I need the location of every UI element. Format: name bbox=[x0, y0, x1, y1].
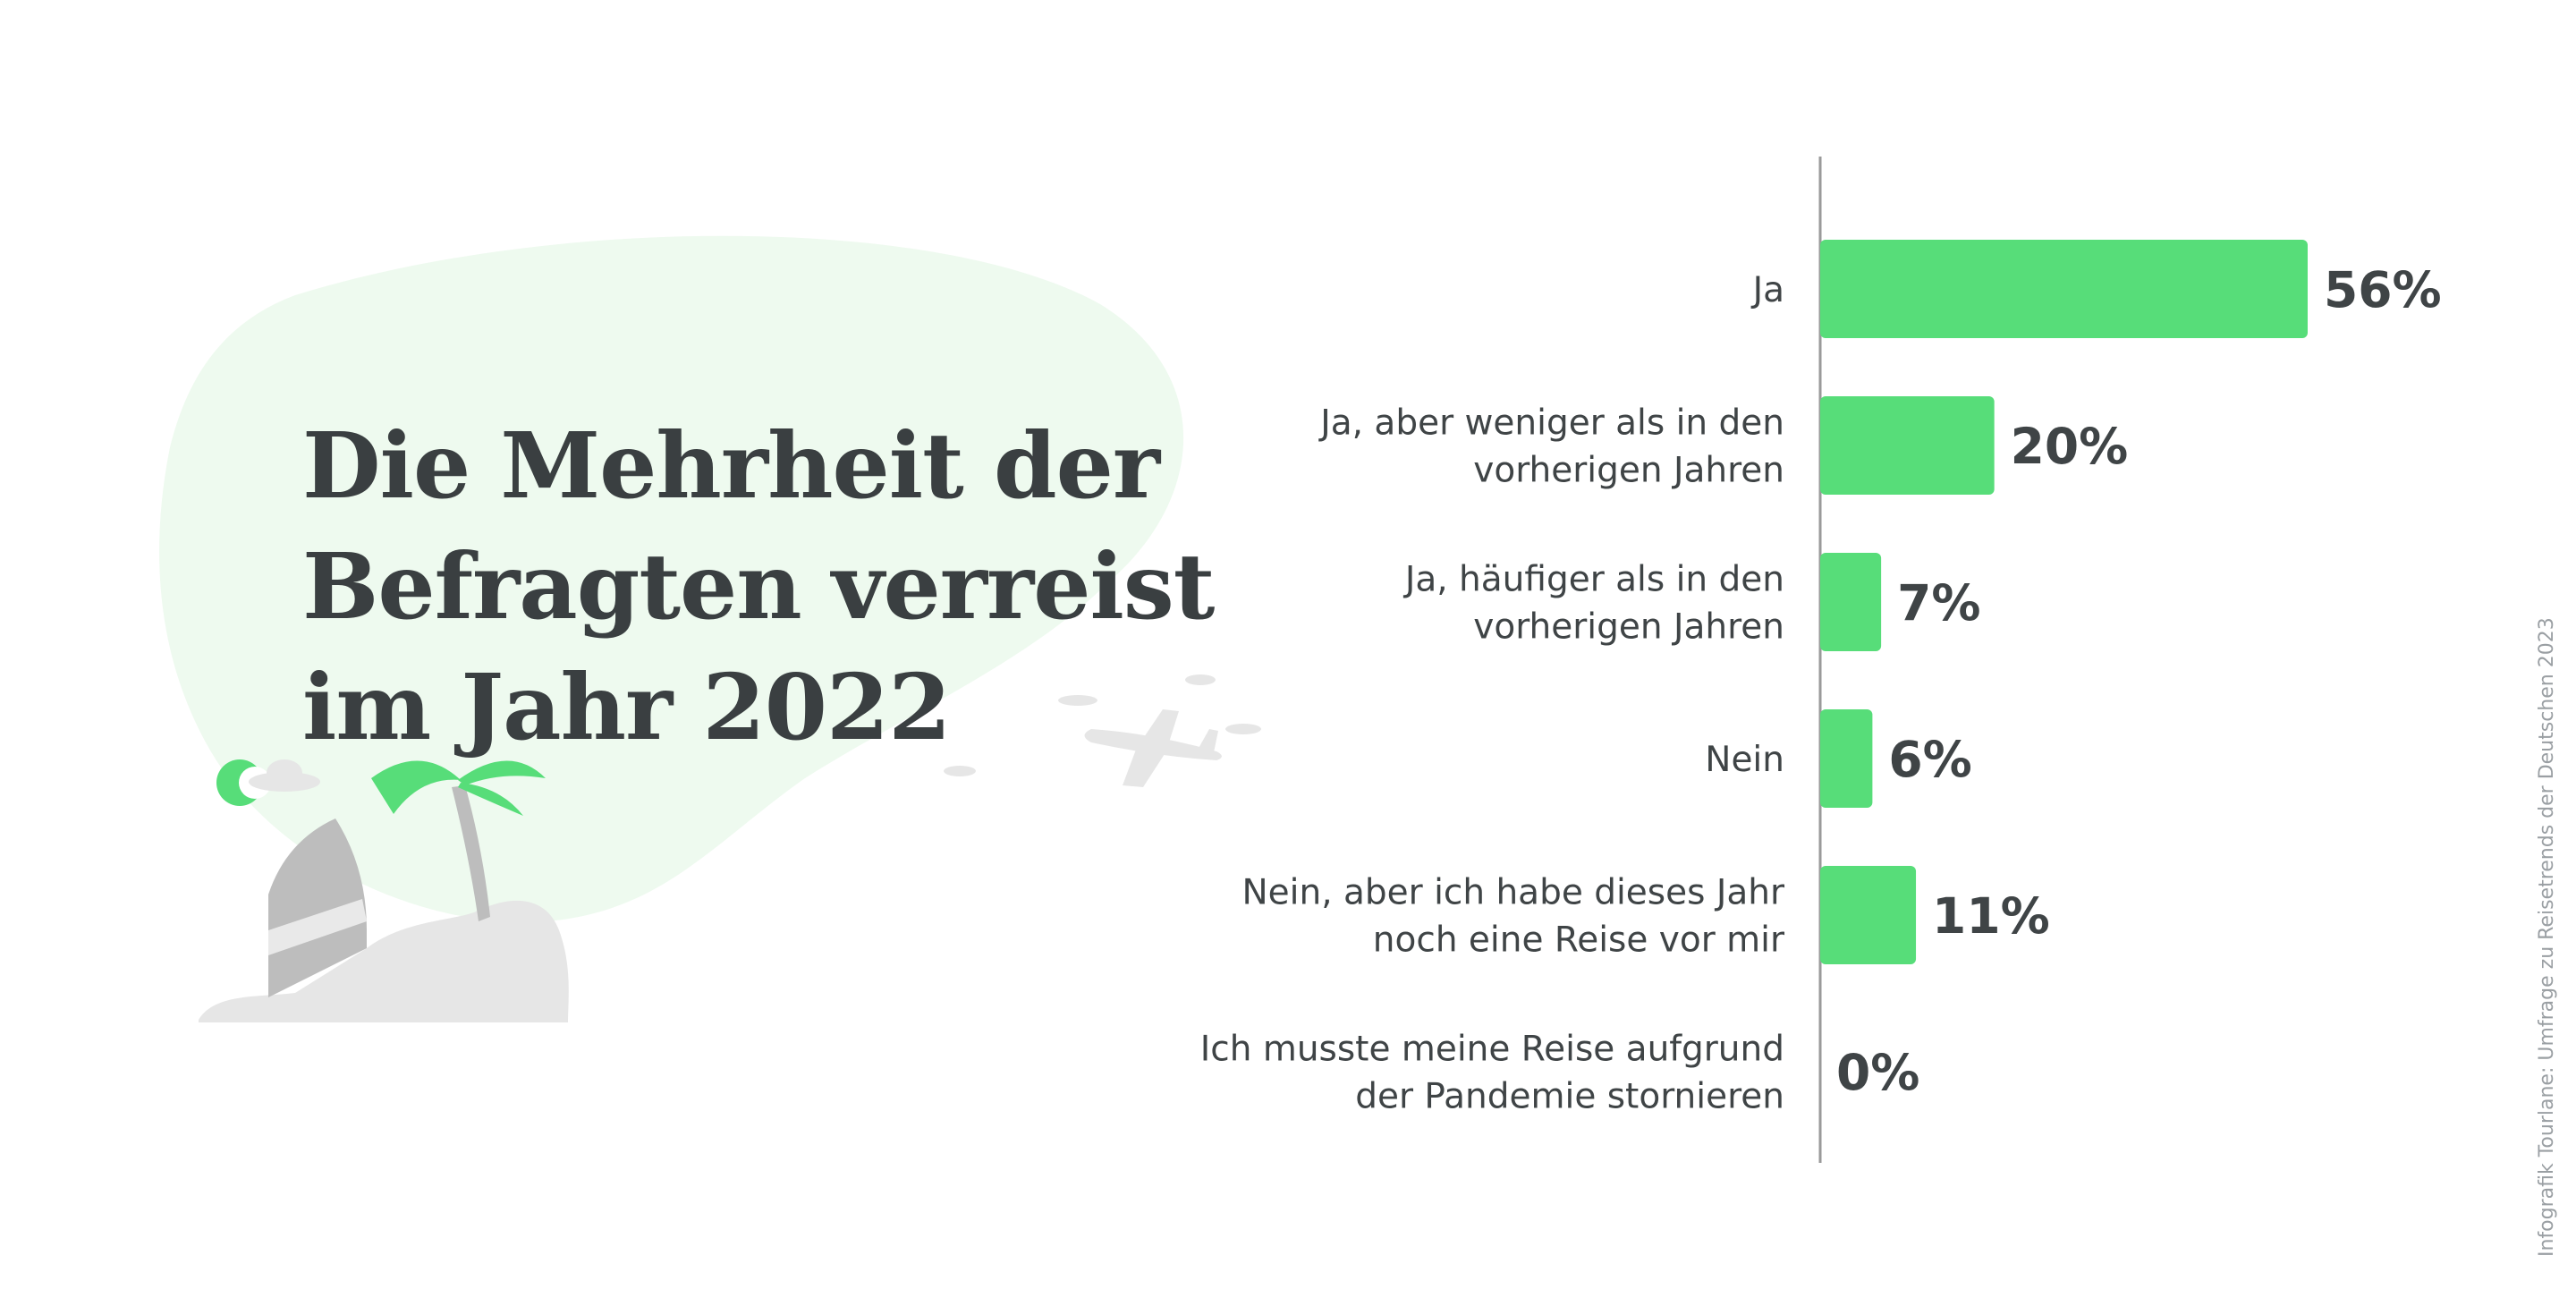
category-label-0: Ja bbox=[1750, 270, 1784, 310]
category-label-2: Ja, häufiger als in den vorherigen Jahren bbox=[1402, 560, 1784, 648]
category-label-line: Ja bbox=[1750, 270, 1784, 310]
source-note: Infografik Tourlane: Umfrage zu Reisetre… bbox=[2536, 617, 2558, 1257]
bar-2 bbox=[1820, 553, 1882, 651]
category-label-5: Ich musste meine Reise aufgrund der Pande… bbox=[1200, 1030, 1784, 1117]
category-label-line: vorherigen Jahren bbox=[1473, 607, 1784, 648]
category-label-line: noch eine Reise vor mir bbox=[1373, 920, 1785, 961]
bar-1 bbox=[1820, 396, 1995, 495]
category-label-3: Nein bbox=[1705, 740, 1784, 780]
bar-3 bbox=[1820, 709, 1873, 808]
category-label-line: Ich musste meine Reise aufgrund bbox=[1200, 1030, 1784, 1070]
category-label-line: der Pandemie stornieren bbox=[1355, 1077, 1784, 1117]
surfboard-icon bbox=[268, 818, 367, 997]
category-label-4: Nein, aber ich habe dieses Jahr noch eine… bbox=[1241, 873, 1784, 961]
airplane-icon bbox=[1084, 709, 1222, 787]
category-label-line: Ja, häufiger als in den bbox=[1402, 560, 1784, 600]
category-label-line: Nein bbox=[1705, 740, 1784, 780]
value-label-1: 20% bbox=[2011, 418, 2129, 475]
value-label-3: 6% bbox=[1888, 731, 1971, 788]
page-title: Die Mehrheit der Befragten verreist im J… bbox=[302, 405, 1215, 767]
category-label-1: Ja, aber weniger als in den vorherigen Ja… bbox=[1318, 403, 1784, 491]
palm-tree-icon bbox=[371, 760, 546, 921]
background-blob bbox=[159, 235, 1184, 922]
title-line-2: Befragten verreist bbox=[302, 532, 1215, 640]
title-line-3: im Jahr 2022 bbox=[302, 653, 952, 760]
value-label-5: 0% bbox=[1836, 1044, 1919, 1101]
category-label-line: Nein, aber ich habe dieses Jahr bbox=[1241, 873, 1784, 913]
bar-4 bbox=[1820, 866, 1917, 964]
value-label-0: 56% bbox=[2324, 261, 2442, 318]
value-label-4: 11% bbox=[1932, 887, 2050, 945]
category-label-line: Ja, aber weniger als in den bbox=[1318, 403, 1784, 444]
cloud-icon bbox=[944, 674, 1261, 776]
category-label-line: vorherigen Jahren bbox=[1473, 451, 1784, 491]
cloud-icon bbox=[249, 759, 320, 792]
title-line-1: Die Mehrheit der bbox=[302, 411, 1160, 519]
island-icon bbox=[199, 900, 569, 1022]
bar-0 bbox=[1820, 240, 2308, 338]
value-label-2: 7% bbox=[1897, 574, 1980, 632]
